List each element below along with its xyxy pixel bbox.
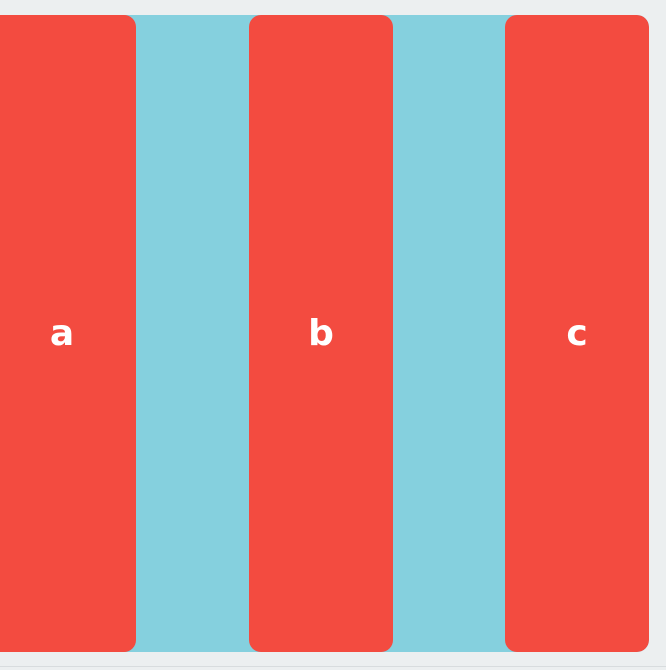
flex-item-a[interactable]: a bbox=[0, 15, 136, 652]
flex-item-b[interactable]: b bbox=[249, 15, 393, 652]
flex-item-a-label: a bbox=[49, 313, 75, 354]
bottom-divider bbox=[0, 666, 666, 667]
flex-item-b-label: b bbox=[308, 313, 334, 354]
flex-container: a b c bbox=[0, 15, 649, 652]
flex-item-c[interactable]: c bbox=[505, 15, 649, 652]
flex-item-c-label: c bbox=[566, 313, 588, 354]
